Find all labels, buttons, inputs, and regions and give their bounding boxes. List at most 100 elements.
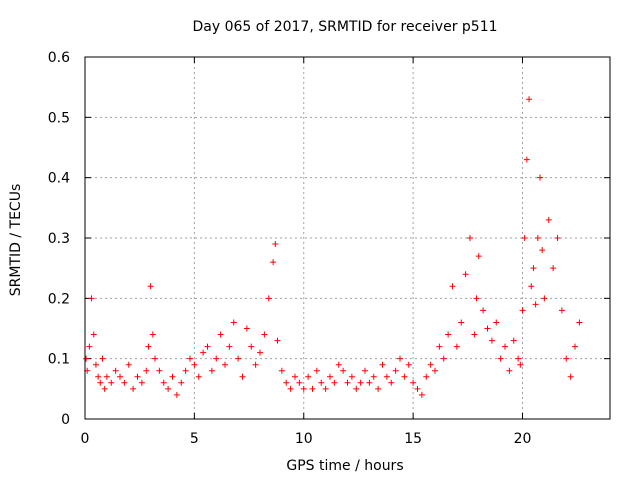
data-point	[143, 367, 150, 374]
data-point	[405, 361, 412, 368]
data-point	[252, 361, 259, 368]
data-point	[348, 373, 355, 380]
data-point	[344, 379, 351, 386]
data-point	[453, 343, 460, 350]
chart-title: Day 065 of 2017, SRMTID for receiver p51…	[192, 19, 497, 35]
data-point	[340, 367, 347, 374]
data-point	[121, 379, 128, 386]
data-point	[493, 319, 500, 326]
data-point	[195, 373, 202, 380]
y-tick-label: 0.1	[48, 352, 70, 368]
data-point	[243, 325, 250, 332]
data-point	[300, 385, 307, 392]
y-tick-label: 0.4	[48, 171, 70, 187]
data-point	[187, 355, 193, 362]
grid-lines	[85, 57, 610, 419]
y-tick-label: 0.5	[48, 110, 70, 126]
data-point	[517, 361, 524, 368]
data-point	[287, 385, 294, 392]
data-point	[539, 247, 546, 254]
data-series	[83, 96, 583, 398]
data-point	[222, 361, 228, 368]
data-point	[208, 367, 215, 374]
data-point	[169, 373, 176, 380]
data-point	[292, 373, 298, 380]
data-point	[375, 385, 382, 392]
y-tick-label: 0.3	[48, 231, 70, 247]
data-point	[537, 174, 543, 181]
data-point	[108, 379, 115, 386]
data-point	[401, 373, 408, 380]
data-point	[331, 379, 338, 386]
data-point	[554, 235, 561, 241]
data-point	[149, 331, 156, 338]
data-point	[357, 379, 364, 386]
data-point	[528, 283, 535, 290]
data-point	[558, 307, 565, 314]
data-point	[475, 253, 482, 260]
data-point	[370, 373, 377, 380]
data-point	[274, 337, 281, 344]
data-point	[497, 355, 504, 362]
data-point	[506, 367, 513, 374]
tick-labels: 0 5 10 15 20 0 0.1 0.2 0.3 0.4 0.5 0.6	[48, 50, 532, 447]
data-point	[473, 295, 480, 302]
data-point	[217, 331, 224, 338]
plot-frame	[84, 56, 611, 420]
data-point	[383, 373, 390, 380]
x-tick-label: 15	[404, 431, 422, 447]
data-point	[138, 379, 145, 386]
y-tick-label: 0	[61, 412, 70, 428]
data-point	[467, 235, 473, 241]
y-tick-label: 0.6	[48, 50, 70, 66]
data-point	[432, 367, 438, 374]
data-point	[436, 343, 443, 350]
data-point	[392, 367, 399, 374]
data-point	[226, 343, 233, 350]
data-point	[147, 283, 154, 290]
data-point	[532, 301, 539, 308]
y-tick-label: 0.2	[48, 291, 70, 307]
data-point	[191, 361, 198, 368]
data-point	[305, 373, 312, 380]
data-point	[534, 235, 541, 241]
data-point	[471, 331, 478, 338]
data-point	[88, 295, 95, 302]
data-point	[200, 349, 207, 356]
data-point	[125, 361, 132, 368]
data-point	[541, 295, 548, 302]
data-point	[480, 307, 487, 314]
data-point	[99, 355, 106, 362]
data-point	[270, 259, 277, 266]
x-tick-label: 10	[295, 431, 313, 447]
data-point	[519, 307, 526, 314]
data-point	[97, 379, 104, 386]
data-point	[418, 391, 425, 398]
data-point	[335, 361, 342, 368]
data-point	[265, 295, 272, 302]
data-point	[440, 355, 447, 362]
x-axis-label: GPS time / hours	[286, 458, 403, 474]
data-point	[101, 385, 108, 392]
data-point	[257, 349, 263, 356]
data-point	[230, 319, 237, 326]
data-point	[134, 373, 141, 380]
x-tick-label: 5	[190, 431, 199, 447]
data-point	[410, 379, 417, 386]
data-point	[296, 379, 303, 386]
data-point	[414, 385, 421, 392]
data-point	[445, 331, 452, 338]
data-point	[515, 355, 522, 362]
data-point	[388, 379, 395, 386]
data-point	[379, 361, 386, 368]
data-point	[309, 385, 316, 392]
data-point	[160, 379, 167, 386]
data-point	[272, 241, 279, 248]
x-tick-label: 20	[514, 431, 532, 447]
data-point	[112, 367, 119, 374]
data-point	[152, 355, 158, 362]
data-point	[165, 385, 172, 392]
data-point	[545, 216, 552, 223]
data-point	[366, 379, 373, 386]
data-point	[502, 343, 508, 350]
